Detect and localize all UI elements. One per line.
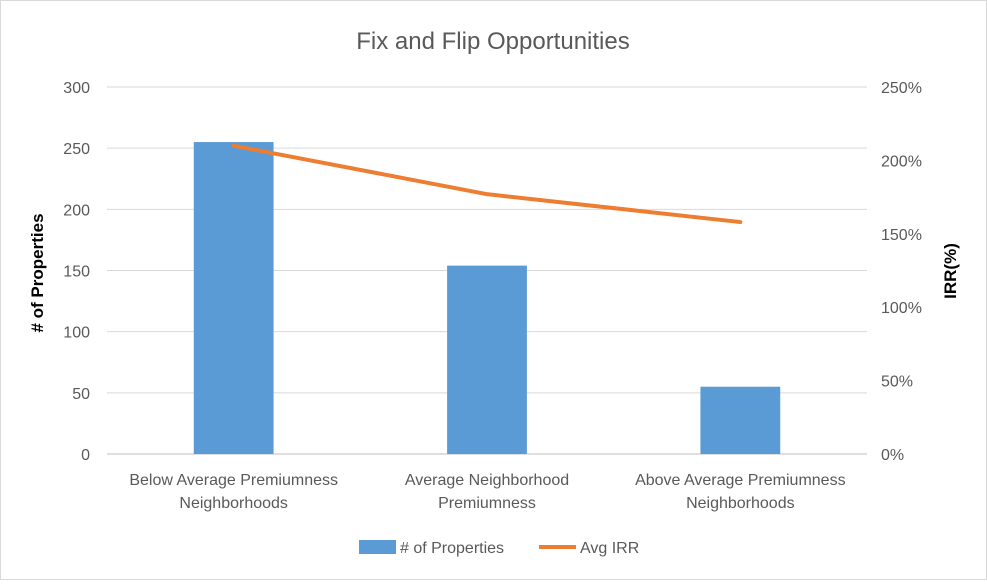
bar — [700, 386, 781, 454]
right-tick-label: 200% — [881, 153, 922, 170]
legend-label: Avg IRR — [580, 540, 639, 557]
right-tick-label: 250% — [881, 80, 922, 97]
left-tick-label: 200 — [63, 202, 90, 219]
left-tick-label: 100 — [63, 325, 90, 342]
bar-series — [193, 142, 781, 455]
right-tick-label: 50% — [881, 374, 913, 391]
legend: # of Properties Avg IRR — [359, 540, 639, 557]
category-label: Average Neighborhood Premiumness — [405, 472, 569, 512]
line-point — [486, 193, 488, 195]
left-axis: 0 50 100 150 200 250 300 — [63, 80, 90, 464]
right-axis-title: IRR(%) — [941, 243, 960, 299]
chart-title: Fix and Flip Opportunities — [356, 28, 629, 55]
left-axis-title: # of Properties — [28, 213, 47, 332]
legend-label: # of Properties — [400, 540, 504, 557]
irr-line — [231, 143, 743, 225]
bar — [447, 265, 527, 454]
line-point — [233, 145, 235, 147]
left-tick-label: 300 — [63, 80, 90, 97]
left-tick-label: 0 — [81, 447, 90, 464]
category-label: Above Average Premiumness Neighborhoods — [635, 472, 845, 512]
right-tick-label: 150% — [881, 227, 922, 244]
right-tick-label: 100% — [881, 300, 922, 317]
right-axis: 0% 50% 100% 150% 200% 250% — [881, 80, 922, 464]
left-tick-label: 250 — [63, 141, 90, 158]
right-tick-label: 0% — [881, 447, 904, 464]
left-tick-label: 150 — [63, 264, 90, 281]
left-tick-label: 50 — [72, 386, 90, 403]
line-series — [231, 143, 743, 225]
category-label: Below Average Premiumness Neighborhoods — [129, 472, 338, 512]
legend-swatch-bar — [359, 540, 396, 554]
category-axis: Below Average Premiumness Neighborhoods Av… — [129, 472, 845, 512]
line-point — [739, 221, 741, 223]
bar — [193, 142, 274, 455]
